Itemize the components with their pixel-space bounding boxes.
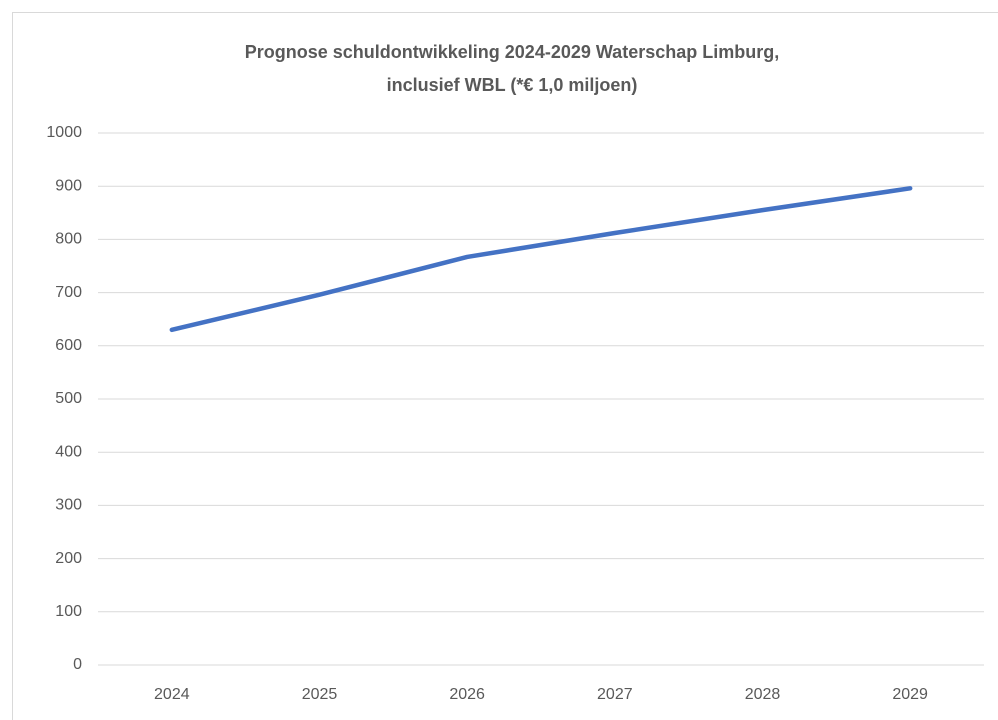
x-tick-label: 2024 (154, 686, 190, 703)
x-tick-label: 2026 (449, 686, 485, 703)
y-tick-label: 900 (55, 177, 82, 194)
chart-border (12, 12, 998, 720)
x-tick-label: 2028 (745, 686, 781, 703)
chart-title: inclusief WBL (*€ 1,0 miljoen) (387, 75, 638, 95)
y-tick-label: 700 (55, 284, 82, 301)
x-tick-label: 2027 (597, 686, 633, 703)
y-tick-label: 500 (55, 390, 82, 407)
y-tick-label: 600 (55, 337, 82, 354)
y-tick-label: 1000 (46, 124, 82, 141)
y-tick-label: 0 (73, 656, 82, 673)
y-tick-label: 800 (55, 231, 82, 248)
y-tick-label: 100 (55, 603, 82, 620)
x-tick-label: 2025 (302, 686, 338, 703)
data-line (169, 186, 913, 333)
y-tick-label: 400 (55, 443, 82, 460)
x-tick-label: 2029 (892, 686, 928, 703)
y-tick-label: 200 (55, 550, 82, 567)
y-tick-label: 300 (55, 497, 82, 514)
chart-title: Prognose schuldontwikkeling 2024-2029 Wa… (245, 42, 779, 62)
